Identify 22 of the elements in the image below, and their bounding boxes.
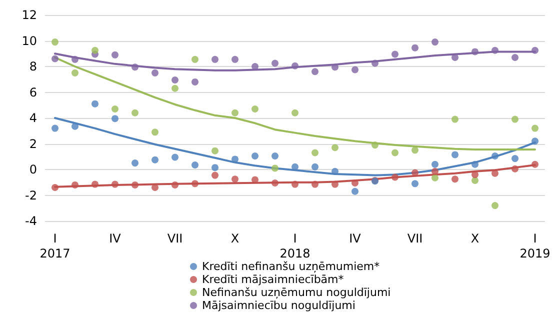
legend-label: Mājsaimniecību noguldījumi (202, 299, 356, 312)
x-tick-label: VII (167, 232, 183, 246)
legend-label: Kredīti mājsaimniecībām* (202, 273, 344, 286)
y-tick-label: -2 (25, 188, 37, 202)
y-tick-label: 2 (29, 136, 37, 151)
x-tick-label: X (470, 232, 480, 246)
x-tick-label: X (230, 232, 240, 246)
y-tick-label: 0 (29, 162, 37, 176)
x-tick-label: VII (407, 232, 423, 246)
y-tick-label: -4 (25, 214, 37, 228)
y-tick-label: 10 (22, 34, 37, 48)
y-tick-label: 6 (29, 85, 37, 100)
x-tick-label: I 2017 (40, 232, 70, 260)
y-tick-label: 4 (29, 111, 37, 125)
x-tick-label: I 2018 (280, 232, 310, 260)
x-tick-label: IV (349, 232, 362, 246)
x-tick-label: IV (109, 232, 122, 246)
y-tick-label: 8 (29, 60, 37, 74)
legend-label: Kredīti nefinanšu uzņēmumiem* (202, 260, 380, 273)
legend-label: Nefinanšu uzņēmumu noguldījumi (202, 286, 391, 299)
x-tick-label: I 2019 (520, 232, 550, 260)
y-tick-label: 12 (22, 8, 37, 22)
